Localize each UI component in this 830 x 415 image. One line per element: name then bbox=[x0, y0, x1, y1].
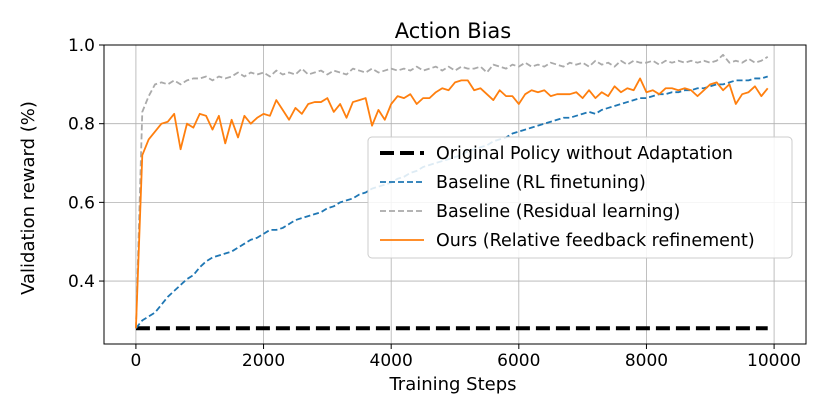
legend-label: Ours (Relative feedback refinement) bbox=[436, 231, 755, 251]
legend-box bbox=[367, 136, 793, 259]
legend-label: Baseline (Residual learning) bbox=[436, 202, 680, 222]
legend-label: Original Policy without Adaptation bbox=[436, 144, 733, 164]
legend-label: Baseline (RL finetuning) bbox=[436, 173, 646, 193]
series-line-ours-relative-feedback-refinement bbox=[135, 77, 769, 329]
y-axis-label: Validation reward (%) bbox=[18, 101, 39, 295]
x-tick-label: 2000 bbox=[242, 351, 285, 371]
chart-title: Action Bias bbox=[395, 19, 512, 43]
x-axis-label: Training Steps bbox=[388, 374, 516, 395]
x-tick-label: 4000 bbox=[370, 351, 413, 371]
x-tick-label: 8000 bbox=[625, 351, 668, 371]
series-layer bbox=[135, 53, 769, 331]
axis-ticks: 0 2000 4000 6000 8000 10000 0.4 0.6 0.8 1.0 bbox=[68, 36, 801, 371]
x-tick-label: 6000 bbox=[497, 351, 540, 371]
y-tick-label: 0.4 bbox=[68, 272, 95, 292]
y-tick-label: 0.6 bbox=[68, 193, 95, 213]
y-tick-label: 0.8 bbox=[68, 115, 95, 135]
series-line-baseline-residual-learning bbox=[135, 53, 769, 329]
y-tick-label: 1.0 bbox=[68, 36, 95, 56]
series-line-baseline-rl-finetuning bbox=[135, 75, 768, 329]
plot-frame bbox=[103, 44, 807, 345]
x-tick-label: 10000 bbox=[747, 351, 801, 371]
legend: Original Policy without Adaptation Baseli… bbox=[367, 136, 793, 259]
x-tick-label: 0 bbox=[130, 351, 141, 371]
